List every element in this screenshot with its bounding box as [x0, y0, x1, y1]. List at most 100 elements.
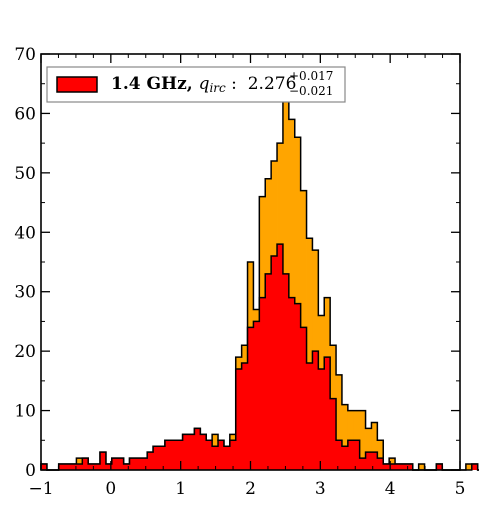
bar — [235, 368, 243, 470]
bar — [288, 297, 296, 470]
bar — [247, 327, 254, 470]
bar — [70, 464, 77, 470]
bar — [111, 458, 119, 470]
y-tick-label: 50 — [14, 164, 36, 184]
bar — [164, 440, 172, 470]
bar — [100, 452, 107, 470]
bar — [341, 446, 349, 470]
x-tick-label: −1 — [28, 479, 53, 499]
plot-area — [40, 88, 479, 471]
bar — [336, 440, 343, 470]
bar — [41, 464, 48, 470]
bar — [371, 422, 378, 470]
bar — [176, 440, 184, 470]
bar — [288, 119, 296, 470]
bar — [141, 458, 148, 470]
axis-ticks — [40, 53, 461, 471]
x-tick-label: 4 — [385, 479, 396, 499]
legend-label-q: q — [199, 74, 210, 94]
bar — [377, 440, 384, 470]
series-0 — [40, 243, 479, 471]
bar — [218, 440, 225, 470]
bar — [241, 363, 248, 470]
legend-label-plus: +0.017 — [289, 69, 333, 83]
bar — [58, 464, 66, 470]
bar — [123, 464, 130, 470]
bar — [324, 357, 331, 470]
legend-label-main: 1.4 GHz, — [111, 74, 199, 94]
bar — [265, 273, 272, 470]
bar — [253, 321, 260, 470]
bar — [300, 327, 307, 470]
legend-label-colon: : — [226, 74, 248, 94]
bar — [341, 404, 349, 470]
x-tick-label: 3 — [315, 479, 326, 499]
bar — [271, 256, 278, 470]
bar — [282, 273, 290, 470]
bar — [194, 428, 201, 470]
bar — [223, 446, 231, 470]
bar — [330, 398, 337, 470]
bar — [259, 297, 266, 470]
bar — [395, 464, 402, 470]
bar — [159, 446, 166, 470]
bar — [206, 440, 213, 470]
bar — [359, 410, 366, 470]
y-tick-label: 20 — [14, 342, 36, 362]
bar — [347, 440, 355, 470]
bar — [365, 452, 372, 470]
bar — [377, 458, 384, 470]
bar — [64, 464, 71, 470]
bar — [465, 464, 473, 470]
y-tick-label: 40 — [14, 223, 36, 243]
bar — [365, 428, 372, 470]
y-tick-label: 30 — [14, 283, 36, 303]
bar — [389, 464, 396, 470]
y-tick-label: 10 — [14, 402, 36, 422]
bar — [188, 434, 195, 470]
bar — [82, 458, 89, 470]
legend-swatch — [56, 76, 98, 93]
bar — [306, 363, 313, 470]
bar — [153, 446, 160, 470]
y-tick-label: 70 — [14, 45, 36, 65]
legend-label: 1.4 GHz, qirc : 2.276 — [111, 74, 296, 95]
x-tick-label: 1 — [175, 479, 186, 499]
bar — [105, 464, 113, 470]
bar — [436, 464, 443, 470]
bar — [418, 464, 425, 470]
bar — [182, 434, 189, 470]
bar — [94, 464, 101, 470]
bar — [318, 368, 325, 470]
bar — [117, 458, 125, 470]
bar — [129, 458, 136, 470]
bar — [76, 464, 83, 470]
legend-label-minus: −0.021 — [289, 84, 333, 98]
legend: 1.4 GHz, qirc : 2.276 +0.017 −0.021 — [46, 66, 346, 103]
bar — [406, 464, 414, 470]
bar — [306, 238, 313, 470]
legend-label-value: 2.276 — [248, 74, 297, 94]
bar — [471, 464, 479, 470]
bar — [383, 464, 390, 470]
bar — [200, 434, 207, 470]
bar — [212, 446, 219, 470]
bar — [170, 440, 178, 470]
bar — [353, 440, 361, 470]
x-tick-label: 2 — [245, 479, 256, 499]
bar — [229, 440, 237, 470]
bar — [277, 244, 284, 470]
bar — [359, 458, 366, 470]
y-tick-label: 0 — [25, 461, 36, 481]
bar — [88, 464, 95, 470]
bar — [147, 452, 154, 470]
bar — [135, 458, 142, 470]
y-tick-label: 60 — [14, 104, 36, 124]
x-tick-label: 0 — [105, 479, 116, 499]
x-tick-label: 5 — [455, 479, 466, 499]
legend-label-q-sub: irc — [209, 81, 226, 95]
bar — [312, 351, 319, 470]
bar — [294, 303, 302, 470]
